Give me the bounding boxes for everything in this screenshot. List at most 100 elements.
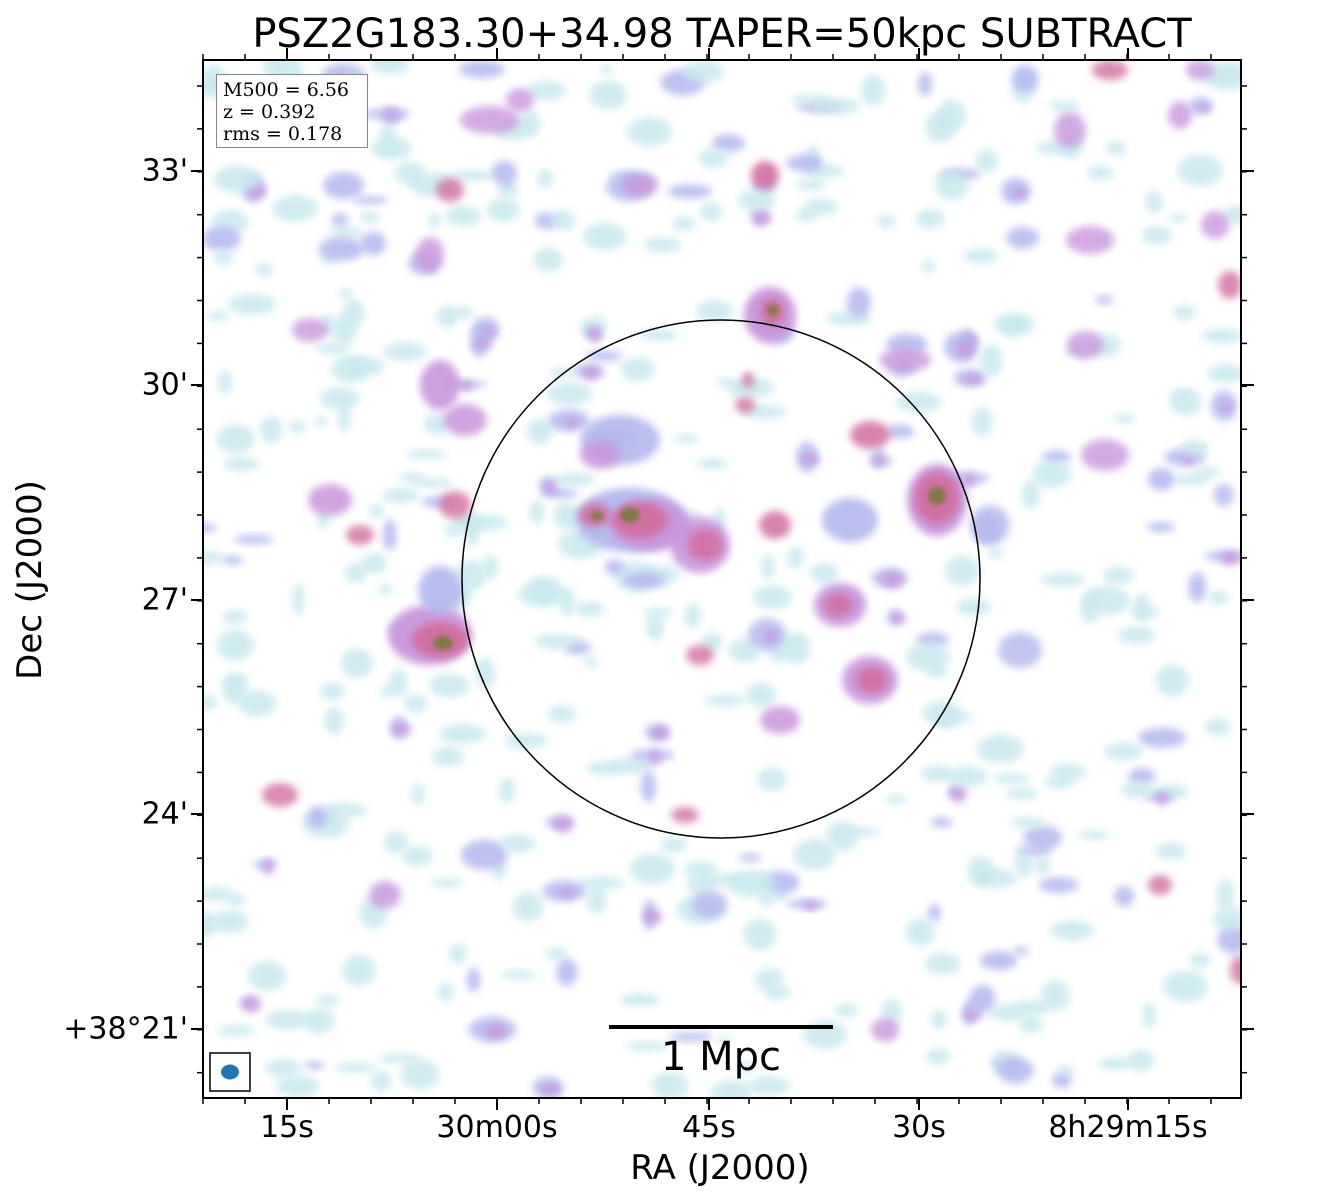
- emission-blob: [822, 498, 878, 542]
- emission-blob: [763, 629, 777, 644]
- emission-blob: [504, 733, 549, 749]
- emission-blob: [370, 1070, 392, 1092]
- emission-blob: [1117, 626, 1157, 644]
- emission-blob: [1066, 226, 1114, 254]
- emission-blob: [319, 683, 346, 700]
- emission-blob: [879, 348, 931, 372]
- emission-blob: [671, 216, 696, 231]
- emission-blob: [1021, 480, 1040, 510]
- emission-blob: [626, 117, 673, 146]
- emission-blob: [804, 198, 838, 216]
- emission-blob: [692, 891, 728, 919]
- emission-blob: [217, 370, 233, 394]
- emission-blob: [443, 523, 462, 537]
- emission-blob: [346, 525, 374, 545]
- emission-blob: [203, 911, 217, 938]
- emission-blob: [1186, 60, 1214, 80]
- emission-blob: [1188, 572, 1207, 603]
- emission-blob: [275, 1075, 320, 1098]
- emission-blob: [1201, 211, 1229, 239]
- emission-blob: [482, 554, 498, 580]
- emission-blob: [1041, 572, 1086, 587]
- emission-blob: [687, 529, 723, 561]
- emission-blob: [369, 881, 401, 909]
- emission-blob: [203, 551, 225, 565]
- emission-blob: [484, 1023, 506, 1039]
- emission-blob: [1128, 767, 1156, 785]
- emission-blob: [545, 947, 568, 960]
- emission-blob: [1032, 460, 1072, 488]
- emission-blob: [359, 211, 381, 223]
- emission-blob: [383, 342, 427, 361]
- emission-blob: [824, 593, 852, 617]
- emission-blob: [997, 1057, 1034, 1084]
- emission-blob: [786, 154, 823, 172]
- emission-blob: [747, 1076, 790, 1095]
- emission-blob: [429, 878, 464, 888]
- emission-blob: [1148, 875, 1172, 895]
- emission-blob: [292, 318, 328, 342]
- emission-blob: [378, 584, 393, 596]
- emission-blob: [629, 853, 676, 885]
- emission-blob: [971, 407, 993, 437]
- emission-blob: [1169, 389, 1197, 398]
- emission-blob: [650, 749, 661, 766]
- emission-blob: [800, 453, 820, 465]
- emission-blob: [684, 602, 701, 629]
- emission-blob: [1131, 606, 1161, 617]
- emission-blob: [1005, 788, 1039, 800]
- emission-blob: [850, 421, 890, 449]
- y-tick-label: 33': [141, 153, 188, 189]
- emission-blob: [1058, 1065, 1075, 1074]
- emission-blob: [438, 982, 454, 1002]
- emission-blob: [998, 632, 1042, 668]
- emission-blob: [529, 499, 545, 525]
- emission-blob: [625, 1041, 668, 1051]
- beam-ellipse: [221, 1064, 239, 1080]
- emission-blob: [1095, 295, 1114, 305]
- emission-blob: [404, 694, 428, 713]
- emission-blob: [203, 226, 242, 252]
- emission-blob: [431, 746, 465, 767]
- emission-blob: [846, 287, 872, 318]
- emission-blob: [979, 344, 1003, 377]
- emission-blob: [332, 315, 357, 346]
- emission-blob: [563, 418, 581, 427]
- emission-blob: [682, 60, 725, 83]
- emission-blob: [650, 726, 670, 741]
- emission-blob: [342, 954, 376, 987]
- emission-blob: [737, 1061, 754, 1074]
- emission-blob: [474, 657, 496, 689]
- emission-blob: [834, 1004, 859, 1017]
- y-axis-label: Dec (J2000): [10, 480, 50, 680]
- emission-blob: [462, 514, 509, 531]
- emission-blob: [760, 706, 800, 734]
- emission-blob: [1103, 566, 1134, 585]
- emission-blob: [340, 648, 373, 678]
- emission-blob: [1221, 401, 1232, 414]
- emission-blob: [683, 861, 718, 878]
- emission-blob: [247, 960, 286, 991]
- emission-blob: [934, 169, 969, 200]
- emission-blob: [533, 247, 563, 272]
- emission-blob: [1078, 830, 1111, 840]
- emission-blob: [963, 374, 984, 385]
- y-tick-label: 30': [141, 367, 188, 403]
- emission-blob: [551, 472, 596, 487]
- emission-blob: [1214, 483, 1234, 507]
- emission-blob: [518, 582, 564, 606]
- emission-blob: [589, 80, 628, 110]
- emission-blob: [429, 673, 469, 698]
- emission-blob: [1082, 586, 1131, 615]
- emission-blob: [411, 783, 425, 806]
- emission-blob: [686, 645, 714, 665]
- emission-blob: [640, 771, 656, 803]
- emission-blob: [216, 629, 254, 661]
- emission-blob: [203, 695, 217, 711]
- emission-blob: [272, 195, 318, 222]
- emission-blob: [1201, 328, 1241, 344]
- plot-frame: [202, 59, 1242, 1099]
- emission-blob: [945, 766, 988, 787]
- emission-blob: [945, 556, 980, 586]
- emission-blob: [924, 952, 961, 975]
